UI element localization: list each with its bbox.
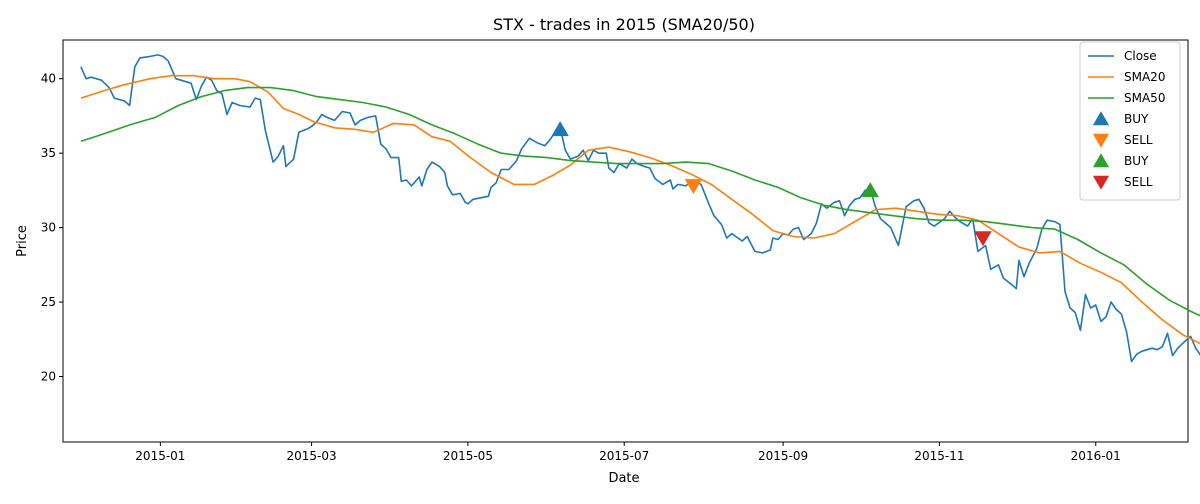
y-axis-label: Price: [15, 225, 30, 257]
x-tick-label: 2015-03: [287, 449, 337, 463]
x-tick-label: 2015-01: [135, 449, 185, 463]
trade-marker-sell: [684, 179, 703, 195]
y-tick-label: 40: [41, 72, 56, 86]
chart-title: STX - trades in 2015 (SMA20/50): [493, 15, 755, 34]
legend: Close SMA20 SMA50 BUY SELL BUY SELL: [1079, 41, 1181, 201]
y-tick-label: 25: [41, 295, 56, 309]
legend-label: SMA50: [1124, 91, 1165, 105]
y-tick-label: 30: [41, 221, 56, 235]
legend-marker-sell: [1092, 133, 1110, 148]
x-axis: 2015-01 2015-03 2015-05 2015-07 2015-09 2015-…: [135, 442, 1121, 463]
x-tick-label: 2016-01: [1071, 449, 1121, 463]
x-tick-label: 2015-07: [599, 449, 649, 463]
legend-label: BUY: [1124, 154, 1149, 168]
trade-markers: [551, 121, 992, 247]
x-tick-label: 2015-11: [914, 449, 964, 463]
x-axis-label: Date: [608, 471, 639, 486]
plot-area: [62, 39, 1189, 443]
trade-marker-buy: [551, 121, 569, 137]
y-axis: 20 25 30 35 40: [41, 72, 63, 383]
y-tick-label: 20: [41, 369, 56, 383]
legend-marker-sell: [1092, 175, 1110, 190]
trade-marker-buy: [861, 182, 879, 198]
legend-label: BUY: [1124, 112, 1149, 126]
series-line-sma50: [80, 86, 1200, 317]
x-tick-label: 2015-09: [758, 449, 808, 463]
legend-label: Close: [1124, 49, 1157, 63]
legend-label: SELL: [1124, 175, 1153, 189]
legend-marker-buy: [1092, 153, 1110, 168]
x-tick-label: 2015-05: [443, 449, 493, 463]
legend-label: SMA20: [1124, 70, 1165, 84]
y-tick-label: 35: [41, 146, 56, 160]
legend-marker-buy: [1092, 111, 1110, 126]
legend-label: SELL: [1124, 133, 1153, 147]
series-line-close: [80, 54, 1200, 363]
axes-frame: [62, 39, 1189, 443]
trade-marker-sell: [974, 231, 992, 247]
